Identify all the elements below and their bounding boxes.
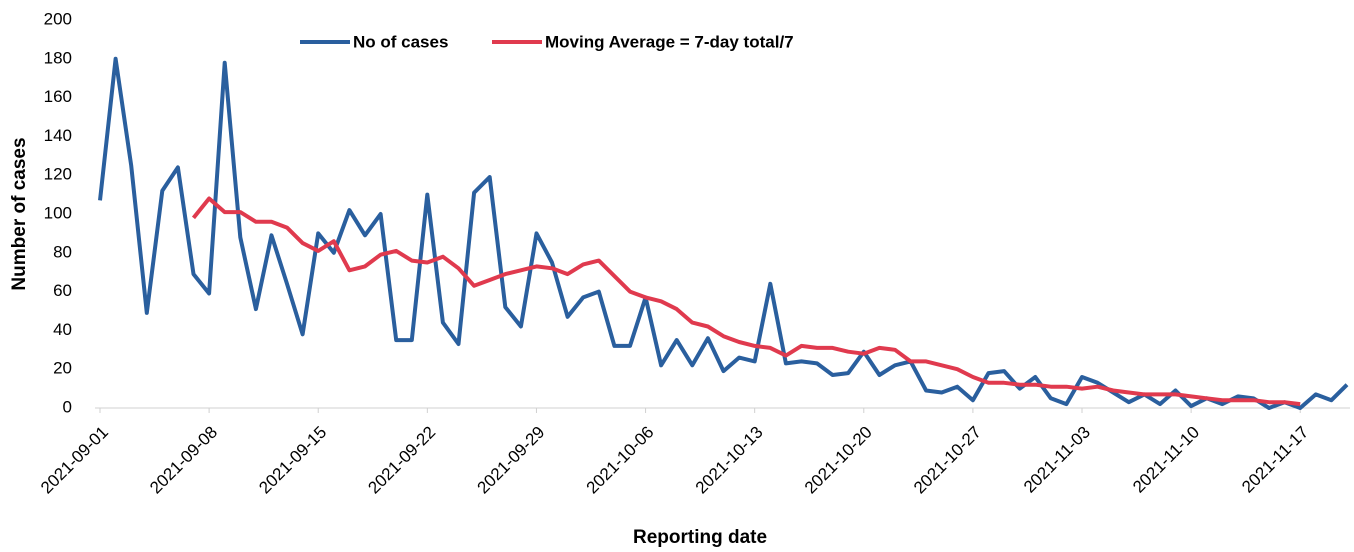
x-tick-label: 2021-10-20 [801, 423, 876, 498]
x-tick-label: 2021-11-10 [1129, 423, 1203, 497]
series-line [191, 196, 1301, 407]
y-tick-label: 200 [44, 9, 72, 28]
y-tick-label: 0 [63, 397, 72, 416]
x-tick-label: 2021-09-15 [255, 423, 330, 498]
x-tick-label: 2021-10-13 [692, 423, 767, 498]
x-tick-label: 2021-09-01 [37, 423, 112, 498]
x-axis-title: Reporting date [633, 527, 767, 548]
legend-label: No of cases [353, 32, 448, 51]
series-line [98, 56, 1349, 410]
x-tick-label: 2021-09-08 [146, 423, 221, 498]
y-tick-label: 40 [53, 320, 72, 339]
x-tick-label: 2021-10-06 [583, 423, 658, 498]
x-tick-label: 2021-11-17 [1238, 423, 1312, 497]
x-tick-label: 2021-11-03 [1020, 423, 1094, 497]
y-tick-label: 140 [44, 126, 72, 145]
x-tick-label: 2021-10-27 [910, 423, 985, 498]
y-tick-label: 100 [44, 203, 72, 222]
legend-label: Moving Average = 7-day total/7 [545, 32, 794, 51]
y-axis-title: Number of cases [9, 137, 30, 290]
y-tick-label: 180 [44, 48, 72, 67]
y-tick-label: 160 [44, 87, 72, 106]
x-tick-label: 2021-09-29 [474, 423, 549, 498]
y-tick-label: 120 [44, 165, 72, 184]
y-tick-label: 60 [53, 281, 72, 300]
y-tick-label: 80 [53, 242, 72, 261]
y-tick-label: 20 [53, 359, 72, 378]
x-tick-label: 2021-09-22 [364, 423, 439, 498]
